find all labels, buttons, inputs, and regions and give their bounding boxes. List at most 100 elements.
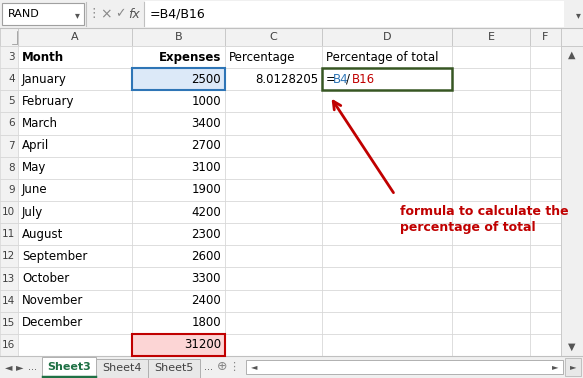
Text: 1800: 1800 <box>191 316 221 329</box>
Text: May: May <box>22 161 47 174</box>
Bar <box>322 46 452 68</box>
Bar <box>132 201 225 223</box>
Bar <box>452 290 530 312</box>
Text: ▾: ▾ <box>575 10 581 20</box>
Bar <box>18 90 132 112</box>
Text: November: November <box>22 294 83 307</box>
Bar <box>452 28 530 46</box>
Bar <box>452 90 530 112</box>
Bar <box>322 135 452 157</box>
Text: F: F <box>542 32 549 42</box>
Bar <box>0 157 18 179</box>
Text: 11: 11 <box>2 229 15 239</box>
Text: 31200: 31200 <box>184 338 221 352</box>
Bar <box>18 28 132 46</box>
Bar <box>132 28 225 46</box>
Bar <box>0 312 18 334</box>
Text: 3100: 3100 <box>191 161 221 174</box>
Text: Month: Month <box>22 51 64 64</box>
Text: 6: 6 <box>8 118 15 129</box>
Text: =: = <box>326 73 336 86</box>
Bar <box>0 245 18 267</box>
Bar <box>322 179 452 201</box>
Bar <box>530 312 561 334</box>
Bar <box>561 157 583 179</box>
Bar <box>452 46 530 68</box>
Bar <box>145 1 564 27</box>
Bar <box>322 223 452 245</box>
Text: 2300: 2300 <box>191 228 221 241</box>
Bar <box>0 135 18 157</box>
Bar <box>225 334 322 356</box>
Bar <box>96 359 148 378</box>
Bar <box>225 179 322 201</box>
Bar <box>225 157 322 179</box>
Text: 12: 12 <box>2 251 15 261</box>
Bar <box>561 68 583 90</box>
Bar <box>0 290 18 312</box>
Bar <box>148 359 200 378</box>
Bar <box>452 135 530 157</box>
Bar <box>452 267 530 290</box>
Bar <box>225 312 322 334</box>
Text: ⋮: ⋮ <box>229 362 240 372</box>
Bar <box>530 223 561 245</box>
Bar <box>322 245 452 267</box>
Bar <box>18 223 132 245</box>
Text: 14: 14 <box>2 296 15 306</box>
Bar <box>561 223 583 245</box>
Text: B4: B4 <box>333 73 349 86</box>
Bar <box>561 90 583 112</box>
Bar <box>322 312 452 334</box>
Text: 8: 8 <box>8 163 15 173</box>
Bar <box>132 90 225 112</box>
Bar <box>530 135 561 157</box>
Bar <box>530 112 561 135</box>
Text: ×: × <box>100 7 112 21</box>
Bar <box>530 90 561 112</box>
Bar <box>18 334 132 356</box>
Text: October: October <box>22 272 69 285</box>
Text: ...: ... <box>28 362 37 372</box>
Bar <box>0 28 583 46</box>
Text: ►: ► <box>552 363 558 372</box>
Text: 16: 16 <box>2 340 15 350</box>
Text: 9: 9 <box>8 185 15 195</box>
Bar <box>132 46 225 68</box>
Text: 4: 4 <box>8 74 15 84</box>
Bar <box>0 68 18 90</box>
Bar <box>561 334 583 356</box>
Text: December: December <box>22 316 83 329</box>
Bar <box>225 201 322 223</box>
Text: February: February <box>22 95 75 108</box>
Text: 5: 5 <box>8 96 15 106</box>
Bar <box>18 201 132 223</box>
Bar <box>530 290 561 312</box>
Bar <box>18 46 132 68</box>
Bar <box>561 267 583 290</box>
Bar <box>561 46 583 68</box>
Text: September: September <box>22 250 87 263</box>
Text: ...: ... <box>204 362 213 372</box>
Bar <box>530 157 561 179</box>
Bar <box>132 223 225 245</box>
Text: B16: B16 <box>352 73 375 86</box>
Bar <box>18 112 132 135</box>
Bar <box>0 46 18 68</box>
Text: C: C <box>269 32 278 42</box>
Bar <box>225 245 322 267</box>
Text: 3300: 3300 <box>191 272 221 285</box>
Bar <box>132 334 225 356</box>
Bar <box>2 3 84 25</box>
Text: 13: 13 <box>2 274 15 284</box>
Text: percentage of total: percentage of total <box>400 221 536 234</box>
Text: ▾: ▾ <box>75 10 79 20</box>
Bar <box>530 28 561 46</box>
Text: 31200: 31200 <box>184 338 221 352</box>
Bar <box>132 245 225 267</box>
Bar <box>530 201 561 223</box>
Bar <box>0 223 18 245</box>
Text: 10: 10 <box>2 207 15 217</box>
Bar <box>322 68 452 90</box>
Text: Sheet3: Sheet3 <box>47 362 91 372</box>
